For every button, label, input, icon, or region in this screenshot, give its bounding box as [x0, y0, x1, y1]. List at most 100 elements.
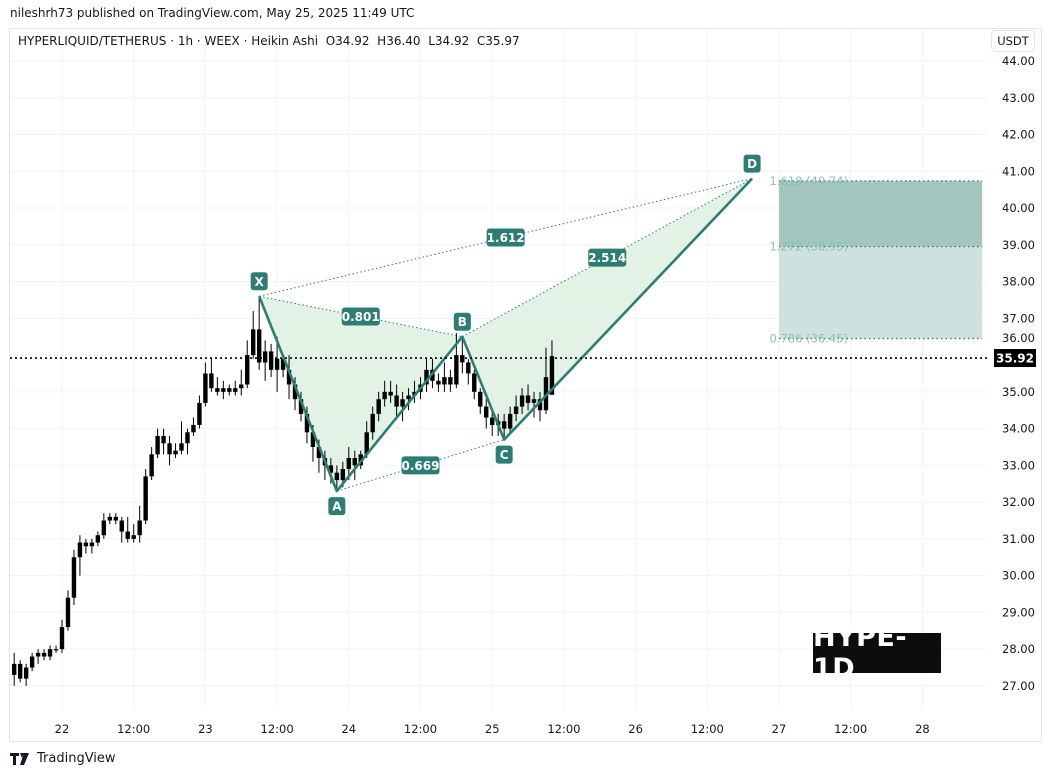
price-tick-label: 35.00	[1002, 385, 1035, 399]
pattern-point-label: B	[458, 315, 467, 329]
ratio-label-bg	[401, 456, 440, 475]
time-tick-label: 12:00	[404, 722, 437, 736]
last-price-label: 35.92	[996, 352, 1034, 366]
candle-body	[161, 435, 166, 444]
legend-low: L34.92	[428, 34, 470, 48]
time-tick-label: 12:00	[117, 722, 150, 736]
candle-body	[537, 399, 543, 411]
legend-open: O34.92	[325, 34, 370, 48]
ratio-label: 0.801	[342, 310, 380, 324]
fib-zone-lower	[779, 246, 983, 339]
candle-body	[513, 406, 519, 414]
candle-body	[364, 432, 369, 455]
currency-button[interactable]: USDT	[991, 30, 1035, 52]
ratio-label-bg	[486, 228, 525, 247]
candle-body	[101, 520, 107, 536]
candle-body	[47, 649, 53, 657]
candle-body	[382, 391, 387, 400]
pattern-ratio-line	[336, 439, 505, 492]
candle-body	[149, 454, 154, 477]
price-tick-label: 30.00	[1002, 569, 1035, 583]
price-tick-label: 38.00	[1002, 275, 1035, 289]
pattern-triangle-xab	[259, 296, 463, 492]
publish-attribution: nileshrh73 published on TradingView.com,…	[10, 6, 415, 20]
candle-body	[203, 373, 208, 403]
fib-level-label: 0.786 (36.45)	[770, 332, 848, 346]
candle-body	[424, 369, 429, 385]
candle-body	[173, 450, 178, 455]
candle-body	[197, 402, 202, 425]
candle-body	[89, 542, 95, 547]
candle-body	[71, 557, 77, 598]
price-tick-label: 37.00	[1002, 311, 1035, 325]
ratio-label-bg	[341, 307, 380, 326]
candle-body	[191, 424, 196, 433]
time-tick-label: 22	[55, 722, 70, 736]
legend-symbol[interactable]: HYPERLIQUID/TETHERUS	[18, 34, 167, 48]
candle-body	[233, 388, 238, 392]
candle-body	[23, 667, 29, 679]
candle-body	[131, 535, 136, 539]
pattern-point-label-bg	[250, 272, 268, 291]
candle-body	[143, 476, 148, 521]
pattern-point-label-bg	[495, 445, 513, 464]
price-tick-label: 42.00	[1002, 128, 1035, 142]
candle-body	[298, 399, 304, 414]
price-tick-label: 27.00	[1002, 679, 1035, 693]
candle-body	[59, 627, 65, 650]
candle-body	[490, 417, 495, 425]
price-tick-label: 33.00	[1002, 458, 1035, 472]
candle-body	[167, 443, 172, 455]
candle-body	[442, 377, 447, 385]
candle-body	[388, 391, 393, 396]
watermark-label: HYPE-1D	[813, 622, 941, 684]
time-tick-label: 24	[341, 722, 356, 736]
candle-body	[549, 356, 555, 395]
candle-body	[400, 399, 405, 407]
price-tick-label: 31.00	[1002, 532, 1035, 546]
ratio-label: 2.514	[588, 251, 626, 265]
legend-interval: 1h	[177, 34, 194, 48]
price-tick-label: 39.00	[1002, 238, 1035, 252]
candle-body	[107, 516, 112, 521]
fib-target-zone: 1.618 (40.74) 1.272 (38.95) 0.786 (36.45)	[770, 174, 983, 346]
pattern-legs	[257, 177, 754, 493]
candle-body	[29, 656, 35, 668]
time-tick-label: 25	[485, 722, 500, 736]
candle-body	[543, 377, 549, 411]
candle-body	[370, 413, 375, 433]
candle-body	[256, 329, 262, 363]
candle-body	[119, 520, 124, 532]
price-tick-label: 44.00	[1002, 54, 1035, 68]
candle-body	[262, 351, 268, 363]
candle-body	[268, 351, 274, 370]
fib-level-label: 1.272 (38.95)	[770, 240, 848, 254]
candle-body	[245, 355, 250, 385]
symbol-legend: HYPERLIQUID/TETHERUS · 1h · WEEX · Heiki…	[18, 34, 520, 48]
pattern-point-label: D	[747, 157, 757, 171]
candle-body	[466, 362, 471, 374]
ratio-label: 1.612	[487, 231, 525, 245]
pattern-point-label-bg	[453, 312, 471, 331]
price-tick-label: 41.00	[1002, 164, 1035, 178]
time-tick-label: 12:00	[691, 722, 724, 736]
pattern-triangle-bcd	[462, 178, 753, 440]
chart-frame[interactable]	[9, 28, 1042, 742]
footer-brand[interactable]: TradingView	[10, 751, 116, 766]
candle-body	[113, 516, 118, 521]
legend-exchange: WEEX	[204, 34, 240, 48]
time-tick-label: 28	[915, 722, 930, 736]
price-tick-label: 36.00	[1002, 331, 1035, 345]
candle-body	[448, 377, 453, 385]
candle-body	[209, 373, 214, 389]
candle-body	[394, 395, 399, 407]
price-tick-label: 43.00	[1002, 91, 1035, 105]
candle-body	[507, 413, 513, 429]
pattern-labels: 0.801 0.669 1.612 2.514 X A B C D	[10, 154, 987, 516]
candle-body	[472, 373, 477, 392]
time-tick-label: 12:00	[834, 722, 867, 736]
candle-body	[340, 469, 346, 481]
time-tick-label: 26	[628, 722, 643, 736]
candle-body	[12, 663, 17, 675]
